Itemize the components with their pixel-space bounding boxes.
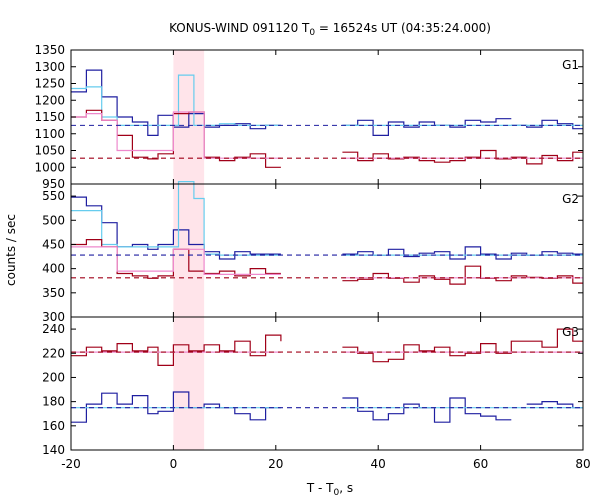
- y-tick-label: 550: [42, 189, 65, 203]
- panel-label: G1: [562, 58, 579, 72]
- chart-title-subscript: 0: [309, 28, 315, 38]
- series-pink-segment: [71, 111, 281, 159]
- series-dark-blue-segment: [71, 196, 281, 260]
- panel-frame: [70, 316, 584, 451]
- x-axis-label-suffix: , s: [339, 481, 353, 495]
- chart-title: KONUS-WIND 091120 T0 = 16524s UT (04:35:…: [169, 21, 491, 38]
- x-tick-label: 60: [473, 457, 488, 471]
- panel-g1: 950 1000 1050 1100 1150 1200 1250 1300 1350 G1: [34, 43, 584, 191]
- series-dark-red-segment: [342, 149, 583, 165]
- y-axis-label: counts / sec: [4, 214, 18, 286]
- panel-label: G2: [562, 192, 579, 206]
- series-dark-blue-segment: [71, 391, 281, 423]
- y-tick-label: 200: [42, 370, 65, 384]
- panel-frame: [70, 49, 584, 185]
- y-tick-label: 1000: [34, 160, 65, 174]
- chart-title-suffix: = 16524s UT (04:35:24.000): [315, 21, 491, 35]
- x-tick-label: 80: [575, 457, 590, 471]
- y-tick-label: 1150: [34, 110, 65, 124]
- series-dark-blue-segment: [342, 397, 512, 423]
- series-dark-red-segment: [342, 328, 583, 363]
- chart-title-prefix: KONUS-WIND 091120 T: [169, 21, 310, 35]
- y-tick-label: 140: [42, 443, 65, 457]
- y-tick-label: 450: [42, 237, 65, 251]
- y-tick-label: 350: [42, 286, 65, 300]
- series-dark-blue-segment: [511, 119, 583, 130]
- y-tick-label: 1350: [34, 43, 65, 57]
- x-tick-label: 20: [268, 457, 283, 471]
- plot-area: 950 1000 1050 1100 1150 1200 1250 1300 1350 G1 300…: [34, 43, 590, 471]
- y-tick-label: 1250: [34, 77, 65, 91]
- panel-label: G3: [562, 325, 579, 339]
- y-tick-label: 160: [42, 419, 65, 433]
- x-axis-label-subscript: 0: [334, 488, 340, 498]
- y-tick-label: 1200: [34, 93, 65, 107]
- y-tick-label: 1100: [34, 127, 65, 141]
- series-dark-red-segment: [71, 334, 282, 366]
- y-tick-label: 180: [42, 395, 65, 409]
- panel-g2: 300 350 400 450 500 550 G2: [42, 181, 584, 324]
- panel-frame: [70, 183, 584, 318]
- series-light-blue-segment: [71, 181, 281, 256]
- series-dark-blue-segment: [526, 401, 583, 409]
- y-tick-label: 950: [42, 177, 65, 191]
- y-tick-label: 220: [42, 346, 65, 360]
- highlight-band: [173, 317, 205, 450]
- y-tick-label: 1050: [34, 144, 65, 158]
- series-dark-blue-segment: [342, 118, 512, 136]
- y-tick-label: 300: [42, 310, 65, 324]
- panel-g3: 140 160 180 200 220 240 G3: [42, 316, 584, 457]
- series-dark-blue-segment: [342, 246, 583, 260]
- x-tick-label: -20: [61, 457, 81, 471]
- y-tick-label: 1300: [34, 60, 65, 74]
- x-axis-label-prefix: T - T: [306, 481, 334, 495]
- y-tick-label: 400: [42, 262, 65, 276]
- y-tick-label: 500: [42, 213, 65, 227]
- series-dark-red-segment: [342, 265, 583, 285]
- x-tick-label: 0: [170, 457, 178, 471]
- y-tick-label: 240: [42, 322, 65, 336]
- x-axis-label: T - T0, s: [306, 481, 353, 498]
- series-pink-segment: [71, 246, 281, 275]
- x-tick-label: 40: [371, 457, 386, 471]
